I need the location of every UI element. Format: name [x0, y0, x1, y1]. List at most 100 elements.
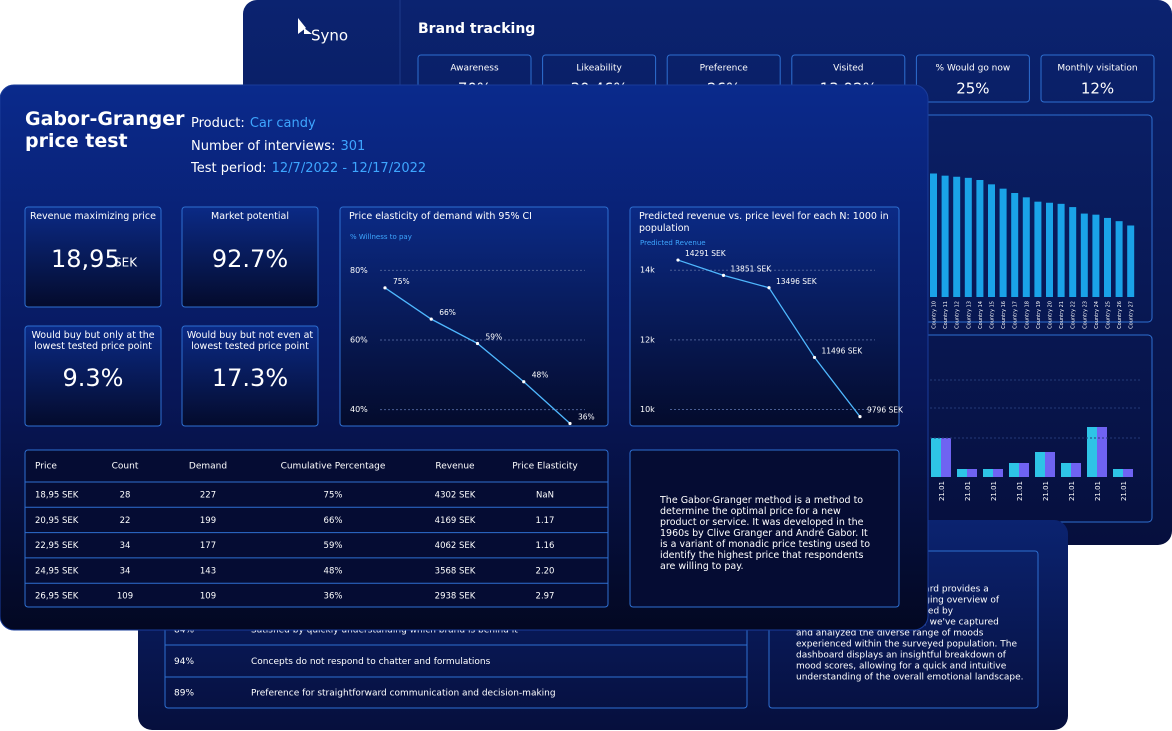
- kpi-card: [24, 325, 162, 427]
- bar: [1104, 217, 1111, 297]
- x-tick-label: 21.01: [1120, 481, 1128, 501]
- card-label-box: Would buy but not even at lowest tested …: [186, 330, 314, 352]
- y-tick-label: 80%: [350, 266, 368, 275]
- table-cell: 199: [200, 516, 216, 526]
- table-cell: 227: [200, 491, 216, 501]
- card-unit: SEK: [114, 256, 138, 270]
- legend-label: % Willness to pay: [350, 233, 412, 241]
- point: [383, 286, 387, 290]
- bar: [1057, 203, 1065, 297]
- kpi-label: Likeability: [576, 64, 622, 74]
- table-cell: 22: [120, 516, 131, 526]
- table-cell: 59%: [324, 541, 343, 551]
- kpi-card: [915, 54, 1030, 103]
- chart-frame: [629, 206, 900, 427]
- table-cell: 24,95 SEK: [35, 566, 79, 576]
- x-tick-label: Country 12: [955, 301, 961, 329]
- card-label: Would buy but not even at lowest tested …: [186, 330, 314, 352]
- bar: [983, 469, 993, 477]
- front-panel: Gabor-Granger price test Product: Car can…: [0, 84, 929, 631]
- card-label: Market potential: [186, 211, 314, 222]
- summary-line: mood scores, allowing for a quick and in…: [796, 662, 1007, 672]
- y-tick-label: 60%: [350, 336, 368, 345]
- bar: [964, 177, 972, 297]
- card-label-box: Revenue maximizing price: [29, 211, 157, 222]
- chart-title: Predicted revenue vs. price level for ea…: [639, 211, 889, 234]
- bar: [1009, 463, 1019, 477]
- x-tick-label: Country 26: [1117, 301, 1123, 329]
- bar: [1087, 427, 1097, 477]
- kpi-label: Visited: [833, 64, 863, 74]
- bar: [1061, 463, 1071, 477]
- x-tick-label: Country 17: [1013, 301, 1019, 329]
- bar: [1045, 452, 1055, 477]
- chart-title: Price elasticity of demand with 95% CI: [349, 211, 532, 222]
- kpi-card: [24, 206, 162, 308]
- title: Gabor-Granger price test: [25, 108, 185, 152]
- chart-frame: [339, 206, 609, 427]
- table-cell: 177: [200, 541, 216, 551]
- table-cell: 4062 SEK: [435, 541, 476, 551]
- table-cell: 36%: [324, 592, 343, 602]
- data-label: 66%: [439, 308, 456, 317]
- bar: [1069, 207, 1077, 297]
- table-cell: 4169 SEK: [435, 516, 476, 526]
- card-label-box: Market potential: [186, 211, 314, 222]
- chart-title-box: Predicted revenue vs. price level for ea…: [639, 211, 889, 235]
- table-cell: 2.97: [536, 592, 555, 602]
- data-label: 13851 SEK: [731, 264, 773, 273]
- summary-line: essed by: [913, 607, 954, 617]
- table-cell: 22,95 SEK: [35, 541, 79, 551]
- meta-row: Number of interviews: 301: [191, 135, 611, 154]
- bar: [1071, 463, 1081, 477]
- x-tick-label: Country 11: [943, 301, 949, 329]
- kpi-card: [181, 206, 319, 308]
- x-tick-label: Country 10: [932, 301, 938, 329]
- table-cell: 2938 SEK: [435, 592, 476, 602]
- table-cell: 2.20: [536, 566, 555, 576]
- table-header: Revenue: [435, 462, 475, 472]
- bar: [957, 469, 967, 477]
- row-text: Concepts do not respond to chatter and f…: [251, 657, 491, 667]
- y-tick-label: 10k: [640, 405, 655, 414]
- data-label: 48%: [532, 371, 549, 380]
- x-tick-label: Country 27: [1129, 301, 1135, 329]
- point: [767, 286, 771, 290]
- x-tick-label: 21.01: [1016, 481, 1024, 501]
- table-cell: 20,95 SEK: [35, 516, 79, 526]
- bar: [1115, 221, 1123, 297]
- bar: [976, 180, 984, 297]
- meta-row-box: Number of interviews: 301: [191, 135, 611, 154]
- x-tick-label: Country 18: [1024, 301, 1030, 329]
- kpi-label: Awareness: [450, 64, 499, 74]
- summary-line: understanding of the overall emotional l…: [796, 673, 1024, 683]
- bar: [941, 175, 949, 297]
- data-label: 14291 SEK: [685, 249, 727, 258]
- card-label: Would buy but not even at lowest tested …: [186, 330, 314, 352]
- point: [429, 317, 433, 321]
- bar: [1097, 427, 1107, 477]
- logo-icon: [298, 18, 312, 34]
- table-cell: 143: [200, 566, 216, 576]
- card-label: Market potential: [211, 211, 289, 222]
- row-text: Preference for straightforward communica…: [251, 689, 556, 699]
- bar: [1113, 469, 1123, 477]
- legend-label: Predicted Revenue: [640, 239, 706, 247]
- bar: [1092, 214, 1100, 297]
- x-tick-label: Country 20: [1048, 301, 1054, 329]
- chart-title-box: Price elasticity of demand with 95% CI: [349, 211, 599, 223]
- meta-value: 12/7/2022 - 12/17/2022: [271, 161, 427, 176]
- report-title: Gabor-Granger price test: [25, 108, 185, 152]
- meta-row-box: Product: Car candy: [191, 112, 611, 131]
- bar: [1022, 197, 1030, 297]
- y-tick-label: 14k: [640, 266, 655, 275]
- meta-row: Product: Car candy: [191, 112, 611, 131]
- kpi-card: [181, 325, 319, 427]
- table-header: Cumulative Percentage: [281, 462, 386, 472]
- card-value: 17.3%: [212, 364, 288, 392]
- data-label: 13496 SEK: [776, 277, 818, 286]
- bar: [967, 469, 977, 477]
- x-tick-label: Country 14: [978, 301, 984, 329]
